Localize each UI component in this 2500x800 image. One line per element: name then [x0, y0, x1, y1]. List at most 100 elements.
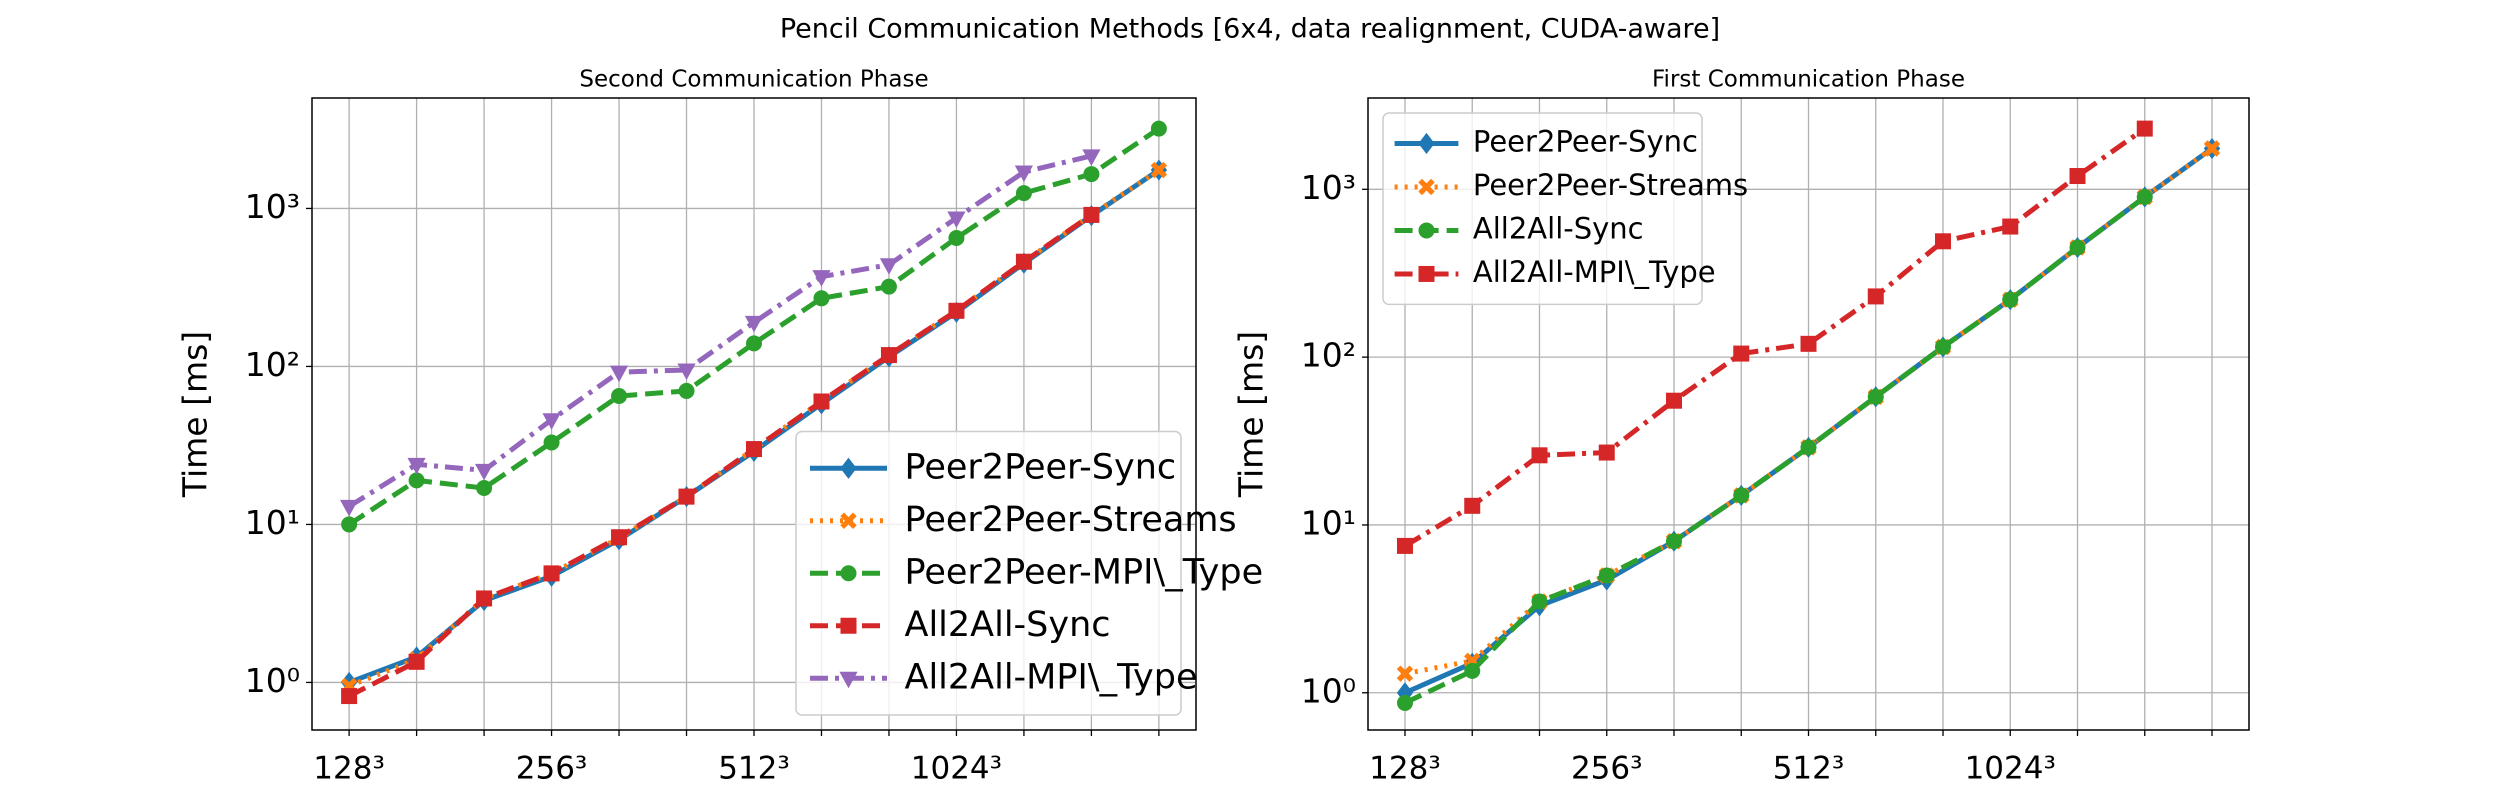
- marker: [880, 347, 897, 364]
- plot-frame: [311, 97, 1197, 731]
- marker: [1531, 593, 1548, 610]
- marker: [476, 480, 493, 497]
- marker: [1082, 149, 1101, 166]
- y-tick-label: 10²: [245, 345, 300, 384]
- legend-box: [795, 430, 1182, 716]
- legend-marker: [1418, 132, 1435, 155]
- marker: [340, 499, 359, 517]
- marker: [1800, 439, 1817, 456]
- marker: [948, 229, 965, 246]
- marker: [1150, 120, 1167, 137]
- subplot-title: Second Communication Phase: [579, 67, 928, 93]
- x-tick-label: 512³: [1773, 751, 1845, 787]
- marker: [746, 441, 762, 458]
- series-line: [347, 153, 1092, 509]
- marker: [543, 565, 560, 582]
- marker: [1598, 567, 1615, 584]
- legend-marker: [840, 617, 857, 634]
- marker: [880, 278, 897, 295]
- marker: [678, 488, 695, 505]
- marker: [1867, 388, 1884, 405]
- x-tick-label: 1024³: [911, 751, 1002, 787]
- marker: [1396, 694, 1413, 711]
- marker: [2069, 168, 2086, 185]
- marker: [611, 387, 628, 404]
- marker: [408, 653, 425, 670]
- x-tick-label: 512³: [718, 751, 790, 787]
- legend-marker: [840, 457, 857, 479]
- marker: [542, 413, 561, 430]
- marker: [678, 382, 695, 399]
- marker: [408, 472, 425, 489]
- legend-label: Peer2Peer-Streams: [905, 500, 1237, 540]
- marker: [2136, 120, 2153, 137]
- marker: [611, 529, 628, 546]
- marker: [1464, 497, 1481, 514]
- legend-label: All2All-Sync: [905, 605, 1111, 645]
- figure-title: Pencil Communication Methods [6x4, data …: [780, 14, 1720, 45]
- subplot-title: First Communication Phase: [1652, 67, 1965, 93]
- marker: [1598, 444, 1615, 461]
- x-tick-label: 128³: [1369, 751, 1441, 787]
- marker: [1733, 345, 1750, 362]
- marker: [2136, 188, 2153, 205]
- marker: [677, 363, 696, 380]
- marker: [341, 516, 358, 533]
- legend-marker: [839, 671, 858, 689]
- marker: [1665, 392, 1682, 409]
- marker: [1867, 288, 1884, 305]
- legend-label: All2All-MPI\_Type: [1473, 255, 1716, 289]
- marker: [947, 211, 966, 229]
- marker: [609, 365, 629, 383]
- x-tick-label: 256³: [1571, 751, 1643, 787]
- marker: [341, 688, 358, 705]
- y-tick-label: 10¹: [1301, 503, 1356, 542]
- legend-marker: [1418, 222, 1435, 239]
- plot-frame: [1367, 97, 2250, 731]
- marker: [1083, 206, 1100, 223]
- y-axis-label: Time [ms]: [1232, 331, 1271, 498]
- marker: [1083, 166, 1100, 183]
- y-tick-label: 10¹: [245, 503, 300, 542]
- legend-marker: [1418, 265, 1435, 282]
- marker: [1464, 662, 1481, 679]
- x-tick-label: 256³: [516, 751, 588, 787]
- marker: [1015, 253, 1032, 270]
- marker: [1150, 161, 1168, 179]
- marker: [1396, 665, 1414, 682]
- marker: [407, 457, 426, 475]
- marker: [746, 335, 762, 352]
- legend-marker: [840, 565, 857, 582]
- marker: [1733, 487, 1750, 504]
- legend-label: Peer2Peer-Streams: [1473, 168, 1748, 202]
- marker: [2203, 140, 2221, 157]
- marker: [1935, 233, 1952, 250]
- legend-label: Peer2Peer-Sync: [905, 447, 1177, 487]
- marker: [1800, 335, 1817, 352]
- marker: [1935, 338, 1952, 355]
- marker: [1014, 165, 1034, 183]
- y-axis-label: Time [ms]: [176, 331, 215, 498]
- marker: [1396, 537, 1413, 554]
- marker: [543, 434, 560, 451]
- y-tick-label: 10⁰: [1301, 671, 1356, 710]
- legend-label: All2All-Sync: [1473, 211, 1644, 245]
- legend-box: [1382, 112, 1703, 306]
- x-tick-label: 128³: [313, 751, 385, 787]
- legend-label: Peer2Peer-Sync: [1473, 124, 1698, 158]
- marker: [948, 302, 965, 319]
- marker: [1665, 533, 1682, 550]
- marker: [813, 393, 830, 410]
- legend-label: Peer2Peer-MPI\_Type: [905, 552, 1264, 592]
- x-tick-label: 1024³: [1965, 751, 2056, 787]
- marker: [744, 315, 764, 333]
- legend-marker: [840, 512, 857, 529]
- marker: [813, 290, 830, 307]
- marker: [879, 258, 899, 275]
- marker: [812, 270, 831, 287]
- y-tick-label: 10²: [1301, 336, 1356, 375]
- y-tick-label: 10³: [245, 187, 300, 226]
- marker: [2069, 239, 2086, 256]
- series-line: [1403, 126, 2147, 549]
